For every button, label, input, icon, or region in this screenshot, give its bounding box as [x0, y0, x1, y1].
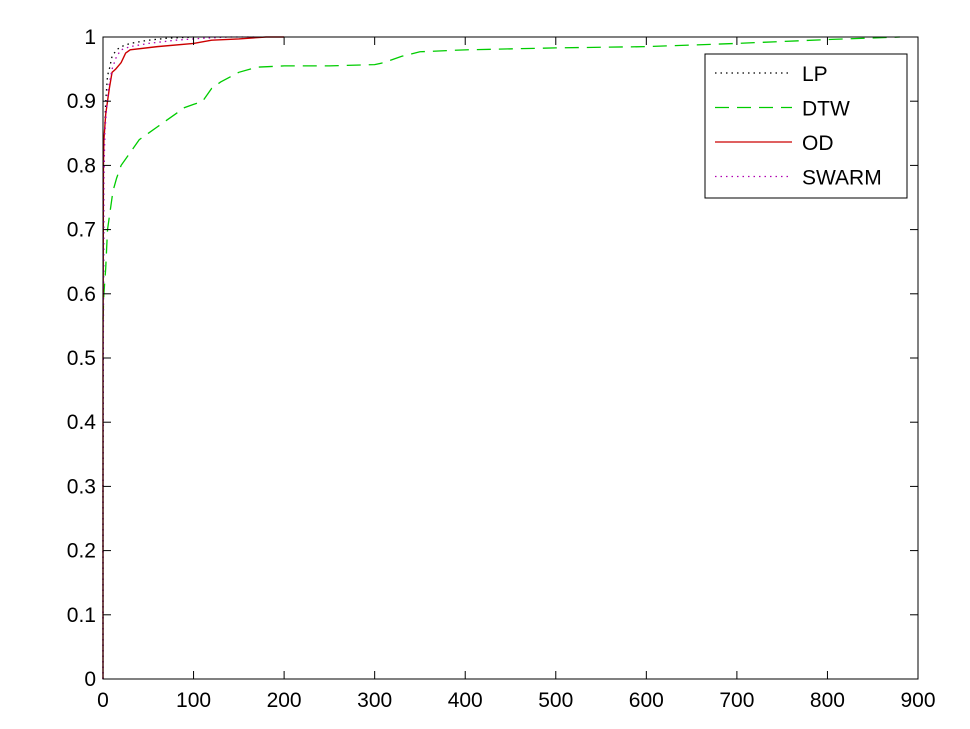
legend-label-dtw: DTW: [802, 98, 850, 121]
y-tick-label: 0.8: [67, 154, 96, 177]
legend: LP DTW OD SWARM: [704, 53, 908, 199]
x-tick-label: 200: [267, 689, 302, 712]
y-tick-label: 0: [84, 668, 96, 691]
y-tick-label: 1: [84, 26, 96, 49]
x-tick-label: 600: [629, 689, 664, 712]
series-line-swarm: [102, 36, 257, 679]
axes-layer: 0 100 200 300 400 500 600 700 800 900 0 0.1 0.2 0.3 0.…: [67, 26, 936, 712]
y-tick-label: 0.9: [67, 90, 96, 113]
legend-box: [704, 53, 908, 199]
x-tick-label: 700: [719, 689, 754, 712]
series-line-lp: [102, 36, 194, 679]
legend-label-lp: LP: [802, 63, 828, 86]
y-tick-label: 0.3: [67, 475, 96, 498]
y-tick-label: 0.5: [67, 347, 96, 370]
y-tick-label: 0.1: [67, 604, 96, 627]
legend-label-od: OD: [802, 132, 834, 155]
series-line-od: [102, 36, 285, 679]
x-tick-label: 400: [448, 689, 483, 712]
x-tick-label: 0: [97, 689, 109, 712]
y-tick-label: 0.7: [67, 219, 96, 242]
series-line-dtw: [102, 36, 900, 320]
y-tick-label: 0.2: [67, 540, 96, 563]
x-tick-label: 500: [538, 689, 573, 712]
x-tick-label: 800: [810, 689, 845, 712]
x-tick-label: 300: [357, 689, 392, 712]
x-tick-label: 100: [176, 689, 211, 712]
legend-label-swarm: SWARM: [802, 167, 882, 190]
x-tick-label: 900: [900, 689, 935, 712]
y-tick-label: 0.6: [67, 283, 96, 306]
y-tick-label: 0.4: [67, 411, 97, 434]
series-layer: [102, 36, 900, 679]
